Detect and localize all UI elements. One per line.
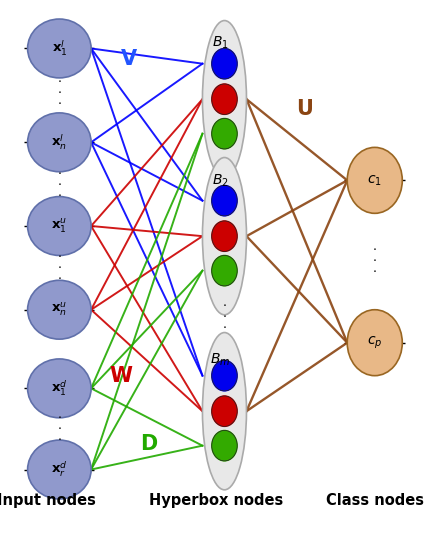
Text: $B_2$: $B_2$ <box>212 173 229 190</box>
Ellipse shape <box>28 19 91 78</box>
Text: V: V <box>121 49 137 68</box>
Text: ⋅
⋅
⋅: ⋅ ⋅ ⋅ <box>57 412 61 447</box>
Circle shape <box>212 430 237 461</box>
Text: U: U <box>296 99 313 119</box>
Text: ⋅
⋅
⋅: ⋅ ⋅ ⋅ <box>222 300 226 335</box>
Ellipse shape <box>28 113 91 172</box>
Text: ⋅
⋅
⋅: ⋅ ⋅ ⋅ <box>57 250 61 286</box>
Text: $\mathbf{x}_1^d$: $\mathbf{x}_1^d$ <box>51 379 68 398</box>
Text: ⋅
⋅
⋅: ⋅ ⋅ ⋅ <box>57 168 61 203</box>
Ellipse shape <box>28 359 91 418</box>
Text: $c_p$: $c_p$ <box>367 334 382 351</box>
Text: $\mathbf{x}_1^l$: $\mathbf{x}_1^l$ <box>51 39 67 58</box>
Circle shape <box>212 221 237 252</box>
Text: W: W <box>109 366 132 386</box>
Circle shape <box>212 255 237 286</box>
Ellipse shape <box>347 310 402 376</box>
Ellipse shape <box>203 21 247 178</box>
Text: $B_1$: $B_1$ <box>212 35 229 51</box>
Text: $B_m$: $B_m$ <box>210 352 230 368</box>
Ellipse shape <box>28 197 91 255</box>
Ellipse shape <box>28 280 91 339</box>
Text: Class nodes: Class nodes <box>326 492 424 507</box>
Ellipse shape <box>347 147 402 213</box>
Text: $c_1$: $c_1$ <box>367 173 382 187</box>
Text: Input nodes: Input nodes <box>0 492 96 507</box>
Text: $\mathbf{x}_n^u$: $\mathbf{x}_n^u$ <box>51 301 67 318</box>
Text: ⋅
⋅
⋅: ⋅ ⋅ ⋅ <box>373 244 377 279</box>
Ellipse shape <box>203 333 247 490</box>
Text: $\mathbf{x}_1^u$: $\mathbf{x}_1^u$ <box>51 217 67 235</box>
Circle shape <box>212 49 237 79</box>
Circle shape <box>212 185 237 216</box>
Ellipse shape <box>203 158 247 315</box>
Circle shape <box>212 119 237 149</box>
Text: D: D <box>140 434 157 454</box>
Circle shape <box>212 360 237 391</box>
Circle shape <box>212 84 237 114</box>
Circle shape <box>212 396 237 426</box>
Ellipse shape <box>28 440 91 499</box>
Text: Hyperbox nodes: Hyperbox nodes <box>149 492 283 507</box>
Text: $\mathbf{x}_r^d$: $\mathbf{x}_r^d$ <box>51 460 68 479</box>
Text: $\mathbf{x}_n^l$: $\mathbf{x}_n^l$ <box>51 132 67 152</box>
Text: ⋅
⋅
⋅: ⋅ ⋅ ⋅ <box>57 76 61 111</box>
